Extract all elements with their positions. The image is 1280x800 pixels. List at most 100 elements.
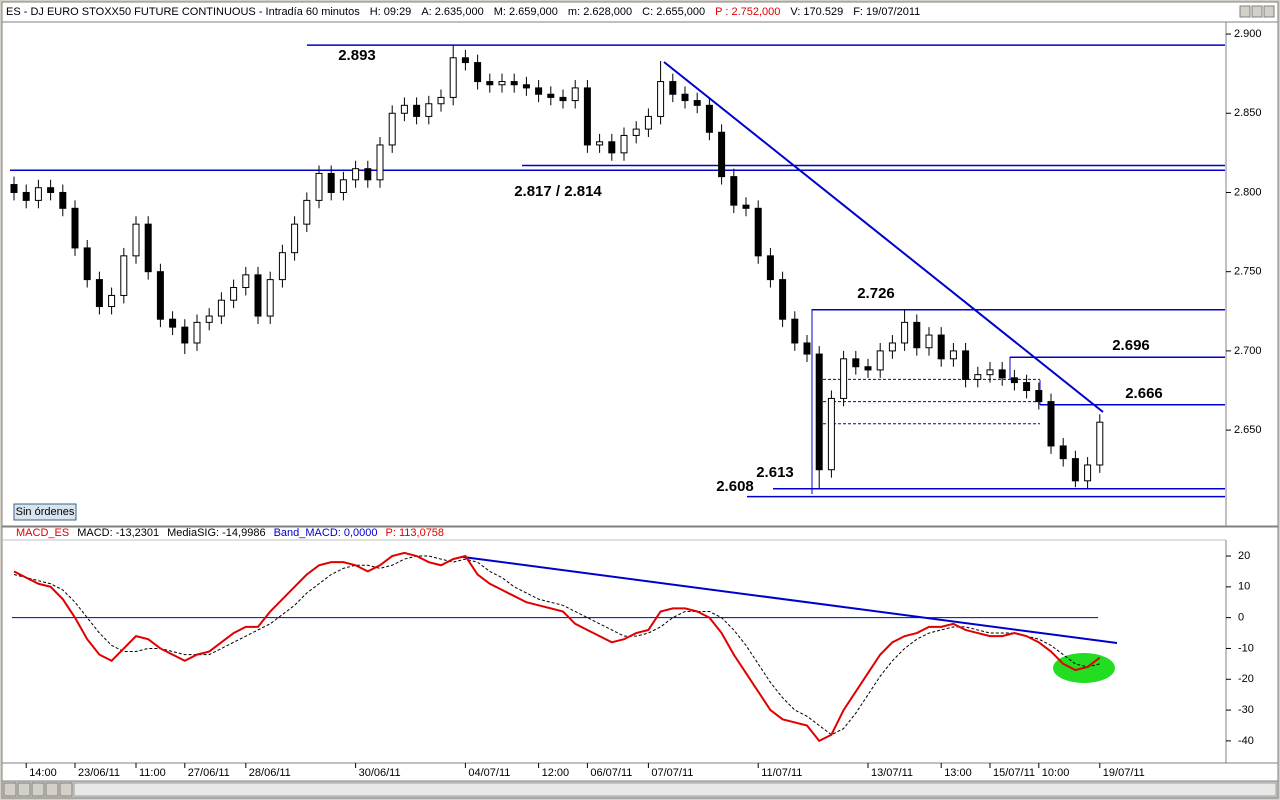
scroll-end[interactable] — [59, 782, 73, 797]
candle-body — [169, 318, 177, 328]
maximize-button[interactable] — [1251, 5, 1263, 18]
y-tick-label: 2.800 — [1234, 186, 1262, 198]
scroll-last[interactable] — [45, 782, 59, 797]
candle-body — [315, 172, 323, 201]
scroll-prev[interactable] — [17, 782, 31, 797]
candle-body — [559, 96, 567, 102]
candle-body — [840, 358, 848, 399]
level-label: 2.608 — [716, 478, 754, 495]
candle-body — [852, 358, 860, 368]
x-tick-label: 27/06/11 — [188, 767, 230, 779]
price-panel — [1, 21, 1279, 527]
candle-body — [400, 104, 408, 114]
candle-body — [10, 184, 18, 193]
candle-body — [669, 81, 677, 95]
candle-body — [242, 274, 250, 289]
candle-body — [1096, 421, 1104, 466]
candle-body — [474, 62, 482, 83]
header-field: ES - DJ EURO STOXX50 FUTURE CONTINUOUS -… — [6, 6, 360, 18]
header-field: m: 2.628,000 — [568, 6, 632, 18]
candle-body — [144, 223, 152, 273]
candle-body — [962, 350, 970, 380]
level-label: 2.696 — [1112, 337, 1150, 354]
candle-body — [791, 318, 799, 344]
candle-body — [413, 104, 421, 117]
candle-body — [156, 271, 164, 320]
candle-body — [486, 81, 494, 86]
scroll-track[interactable] — [73, 782, 1277, 797]
header-field: P : 2.752,000 — [715, 6, 780, 18]
candle-body — [461, 57, 469, 64]
x-tick-label: 13:00 — [944, 767, 972, 779]
candle-body — [571, 87, 579, 102]
price-trendline — [663, 61, 1104, 413]
candle-body — [535, 87, 543, 95]
candle-body — [730, 176, 738, 206]
candle-body — [95, 279, 103, 308]
candle-body — [22, 191, 30, 201]
candle-body — [925, 334, 933, 349]
candle-body — [217, 299, 225, 317]
header-field: V: 170.529 — [790, 6, 843, 18]
macd-trendline — [462, 556, 1118, 644]
candle-body — [864, 366, 872, 371]
y-tick-label: 10 — [1238, 581, 1250, 593]
close-button[interactable] — [1263, 5, 1275, 18]
candle-body — [510, 81, 518, 86]
candle-body — [34, 187, 42, 201]
candle-body — [339, 179, 347, 193]
candle-body — [986, 369, 994, 376]
candle-body — [705, 104, 713, 133]
candle-body — [596, 141, 604, 146]
y-tick-label: -10 — [1238, 642, 1254, 654]
candle-body — [681, 93, 689, 102]
candle-body — [71, 207, 79, 249]
minimize-button[interactable] — [1239, 5, 1251, 18]
candle-body — [693, 100, 701, 106]
orders-button-label[interactable]: Sin órdenes — [16, 506, 75, 518]
candle-body — [1071, 458, 1079, 482]
candle-body — [766, 255, 774, 281]
macd-line — [13, 551, 1101, 743]
candle-body — [291, 223, 299, 254]
candle-body — [230, 287, 238, 301]
candle-body — [876, 350, 884, 371]
candle-body — [718, 131, 726, 178]
candle-body — [327, 172, 335, 193]
x-tick-label: 11:00 — [139, 767, 166, 779]
x-tick-label: 07/07/11 — [651, 767, 693, 779]
candle-body — [376, 144, 384, 181]
x-tick-label: 19/07/11 — [1103, 767, 1145, 779]
candle-body — [205, 315, 213, 323]
candle-body — [901, 321, 909, 344]
candle-body — [193, 321, 201, 344]
orders-button[interactable] — [13, 503, 77, 521]
scroll-next[interactable] — [31, 782, 45, 797]
candle-body — [974, 374, 982, 380]
x-tick-label: 13/07/11 — [871, 767, 913, 779]
header-field: A: 2.635,000 — [421, 6, 483, 18]
scroll-first[interactable] — [3, 782, 17, 797]
header-field: H: 09:29 — [370, 6, 412, 18]
candle-body — [998, 369, 1006, 379]
candle-body — [644, 115, 652, 130]
level-label: 2.893 — [338, 47, 376, 64]
candle-body — [583, 87, 591, 146]
candle-body — [1047, 401, 1055, 447]
x-tick-label: 12:00 — [542, 767, 570, 779]
candle-body — [132, 223, 140, 257]
macd-panel — [1, 526, 1279, 764]
candle-body — [803, 342, 811, 355]
candle-body — [437, 96, 445, 105]
candle-body — [754, 207, 762, 257]
x-tick-label: 06/07/11 — [590, 767, 632, 779]
candle-body — [949, 350, 957, 360]
candle-body — [47, 187, 55, 193]
candle-body — [266, 279, 274, 317]
x-tick-label: 28/06/11 — [249, 767, 291, 779]
candle-body — [120, 255, 128, 296]
y-tick-label: 20 — [1238, 550, 1250, 562]
candle-body — [657, 81, 665, 117]
y-tick-label: -30 — [1238, 704, 1254, 716]
header: ES - DJ EURO STOXX50 FUTURE CONTINUOUS -… — [6, 6, 920, 18]
